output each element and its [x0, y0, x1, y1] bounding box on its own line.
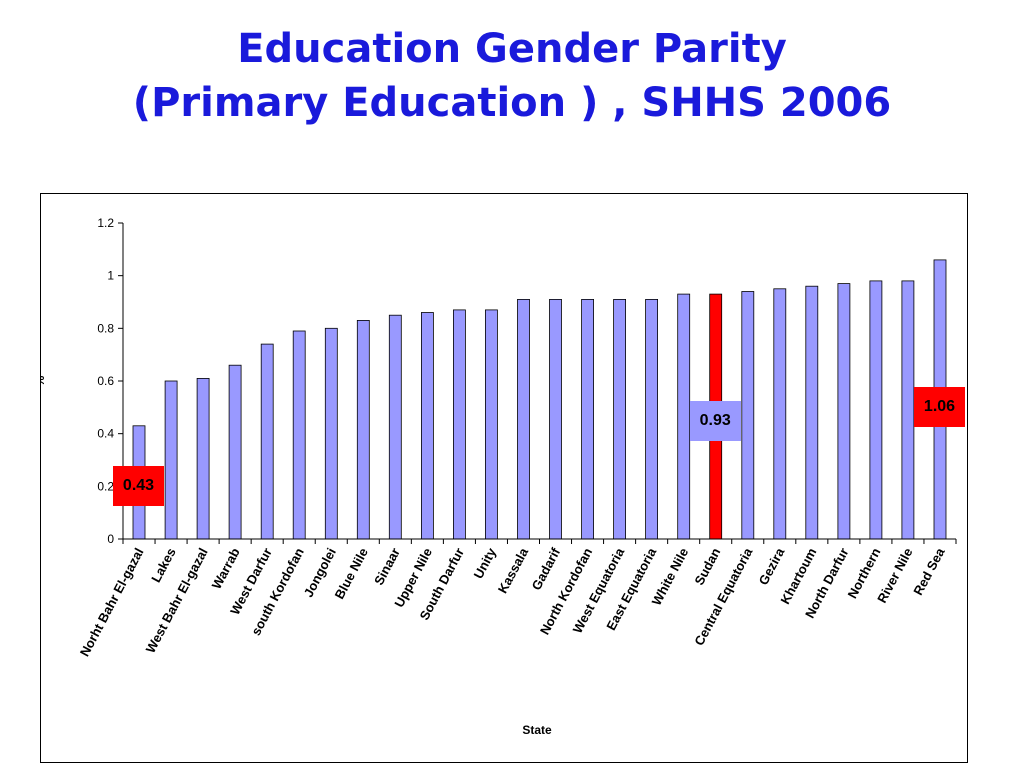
y-tick-label-5: 1 — [107, 269, 114, 283]
y-tick-label-0: 0 — [107, 532, 114, 546]
y-tick-label-4: 0.8 — [97, 321, 114, 335]
bar-24 — [901, 280, 915, 540]
bar-7 — [356, 320, 370, 540]
bar-17 — [677, 293, 691, 540]
bar-6 — [324, 327, 338, 540]
bar-chart: 0 0.2 0.4 0.6 0.8 1 1.2 Norht Bahr El-gazal Lake… — [41, 216, 957, 737]
bar-11 — [484, 309, 498, 540]
bar-14 — [581, 299, 594, 540]
callout-sudan: 0.93 — [689, 400, 741, 441]
category-label-0: Norht Bahr El-gazal — [77, 545, 147, 659]
category-label-2: West Bahr El-gazal — [143, 545, 211, 655]
bar-1 — [164, 380, 178, 540]
title-line-2: (Primary Education ) , SHHS 2006 — [132, 80, 892, 126]
category-label-12: Kassala — [495, 545, 532, 596]
bar-4 — [260, 343, 274, 540]
y-axis-title: % — [41, 375, 47, 386]
category-label-1: Lakes — [148, 545, 179, 585]
category-label-13: Gadarif — [529, 545, 564, 593]
bar-3 — [228, 364, 242, 540]
chart-frame: 0 0.2 0.4 0.6 0.8 1 1.2 Norht Bahr El-gazal Lake… — [40, 193, 968, 763]
bar-2 — [196, 377, 210, 540]
callout-norht-bahr-el-gazal: 0.43 — [113, 466, 164, 507]
bar-8 — [388, 314, 402, 540]
bar-10 — [452, 309, 466, 540]
bar-19 — [741, 291, 755, 540]
bar-16 — [645, 299, 658, 540]
slide-title: Education Gender Parity (Primary Educati… — [0, 22, 1024, 130]
bar-21 — [805, 285, 819, 540]
y-tick-label-1: 0.2 — [97, 479, 114, 493]
category-label-20: Gezira — [756, 545, 788, 588]
category-label-8: Sinaar — [371, 545, 403, 587]
bar-13 — [549, 299, 562, 540]
x-axis-title: State — [522, 723, 552, 737]
title-line-1: Education Gender Parity — [237, 26, 787, 72]
category-label-3: Warrab — [209, 545, 243, 591]
category-label-11: Unity — [471, 545, 500, 581]
y-tick-label-3: 0.6 — [97, 374, 114, 388]
y-tick-label-6: 1.2 — [97, 216, 114, 230]
callout-red-sea: 1.06 — [914, 387, 965, 428]
bar-12 — [517, 299, 530, 540]
bar-15 — [613, 299, 626, 540]
bar-23 — [869, 280, 883, 540]
category-label-25: Red Sea — [910, 545, 948, 598]
bar-5 — [292, 330, 306, 540]
bar-20 — [773, 288, 787, 540]
y-tick-label-2: 0.4 — [97, 427, 114, 441]
bar-9 — [420, 312, 434, 540]
category-label-18: Sudan — [691, 545, 723, 587]
bar-22 — [837, 283, 851, 540]
category-label-19: Central Equatoria — [691, 545, 755, 648]
